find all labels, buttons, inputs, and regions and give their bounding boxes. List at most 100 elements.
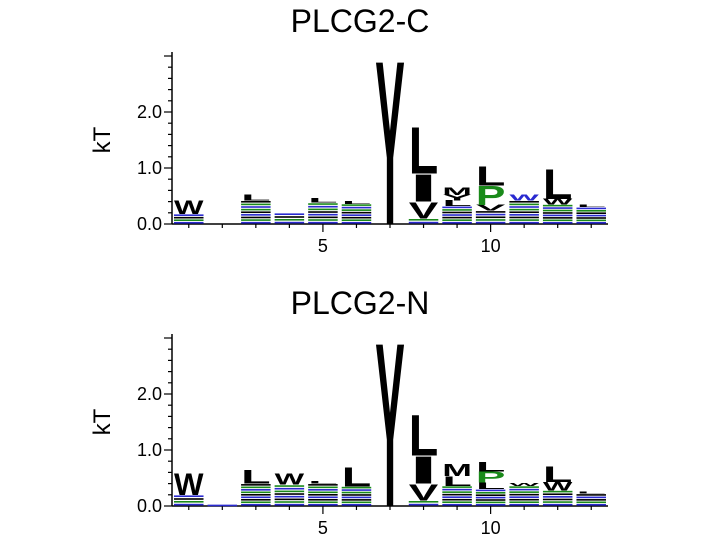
- residual-stripe: [408, 221, 439, 224]
- residual-stripe: [442, 486, 472, 488]
- residual-stripe: [542, 204, 573, 207]
- residual-stripe: [509, 203, 539, 206]
- logo-letter: W: [275, 471, 305, 488]
- residual-stripe: [509, 486, 539, 488]
- logo-column: L: [341, 200, 372, 224]
- y-axis-label: kT: [89, 408, 116, 435]
- residual-stripe: [509, 498, 539, 501]
- residual-stripe: [475, 504, 506, 506]
- residual-stripe: [475, 501, 506, 504]
- logo-column: W: [274, 471, 305, 506]
- residual-stripe: [341, 206, 372, 209]
- residual-stripe: [442, 206, 472, 209]
- residual-stripe: [241, 200, 271, 203]
- residual-stripe: [475, 494, 506, 496]
- residual-stripe: [341, 216, 372, 219]
- logo-letter: I: [409, 166, 439, 210]
- residual-stripe: [442, 496, 472, 498]
- residual-stripe: [576, 499, 606, 501]
- panel-title: PLCG2-C: [291, 3, 430, 39]
- residual-stripe: [509, 206, 539, 208]
- residual-stripe: [576, 501, 606, 504]
- residual-stripe: [274, 219, 305, 221]
- logo-letter: W: [509, 193, 539, 202]
- residual-stripe: [341, 494, 372, 496]
- residual-stripe: [241, 206, 271, 208]
- residual-stripe: [241, 503, 271, 506]
- residual-stripe: [442, 493, 472, 496]
- residual-stripe: [174, 216, 204, 219]
- residual-stripe: [542, 493, 573, 496]
- residual-stripe: [542, 503, 573, 506]
- residual-stripe: [408, 503, 439, 506]
- residual-stripe: [308, 205, 338, 208]
- residual-stripe: [174, 495, 204, 497]
- residual-stripe: [475, 219, 506, 221]
- logo-letter: L: [342, 462, 372, 493]
- residual-stripe: [308, 491, 338, 494]
- residual-stripe: [341, 221, 372, 224]
- logo-letter: L: [476, 459, 506, 475]
- residual-stripe: [341, 491, 372, 494]
- residual-stripe: [475, 221, 506, 224]
- logo-column: [207, 504, 238, 507]
- logo-letter: I: [409, 448, 439, 492]
- logo-letter: Y: [375, 293, 405, 540]
- logo-letter: L: [308, 197, 338, 204]
- residual-stripe: [475, 499, 506, 501]
- logo-column: LPL: [475, 459, 506, 506]
- x-tick-label: 5: [318, 236, 328, 256]
- residual-stripe: [341, 489, 372, 491]
- logo-letter: M: [442, 460, 472, 479]
- logo-letter: L: [576, 492, 606, 495]
- residual-stripe: [174, 498, 204, 500]
- residual-stripe: [308, 208, 338, 211]
- y-tick-label: 0.0: [137, 496, 162, 516]
- residual-stripe: [576, 210, 606, 212]
- logo-letter: P: [476, 469, 506, 486]
- residual-stripe: [475, 492, 506, 494]
- logo-column: L: [308, 197, 338, 224]
- residual-stripe: [475, 496, 506, 499]
- y-tick-label: 1.0: [137, 440, 162, 460]
- logo-letter: L: [576, 204, 605, 208]
- residual-stripe: [442, 491, 472, 493]
- residual-stripe: [576, 496, 606, 499]
- residual-stripe: [241, 501, 271, 504]
- residual-stripe: [408, 219, 439, 221]
- residual-stripe: [241, 489, 271, 491]
- residual-stripe: [341, 496, 372, 499]
- y-tick-label: 2.0: [137, 384, 162, 404]
- residual-stripe: [509, 493, 539, 496]
- logo-column: L: [576, 204, 606, 224]
- residual-stripe: [442, 211, 472, 214]
- residual-stripe: [509, 491, 539, 493]
- residual-stripe: [509, 219, 539, 221]
- residual-stripe: [341, 219, 372, 222]
- residual-stripe: [442, 221, 472, 224]
- residual-stripe: [308, 501, 338, 504]
- residual-stripe: [274, 485, 305, 487]
- residual-stripe: [274, 493, 305, 495]
- residual-stripe: [274, 498, 305, 501]
- residual-stripe: [308, 203, 338, 205]
- logo-column: L: [308, 480, 338, 506]
- residual-stripe: [241, 211, 271, 214]
- logo-letter: Y: [375, 11, 405, 274]
- residual-stripe: [308, 489, 338, 491]
- residual-stripe: [442, 214, 472, 216]
- residual-stripe: [308, 221, 338, 224]
- residual-stripe: [341, 501, 372, 504]
- residual-stripe: [308, 494, 338, 496]
- x-tick-label: 5: [318, 518, 328, 538]
- residual-stripe: [241, 494, 271, 496]
- residual-stripe: [241, 219, 271, 221]
- logo-letter: L: [543, 462, 573, 487]
- residual-stripe: [542, 490, 573, 493]
- logo-column: L: [576, 492, 606, 506]
- residual-stripe: [542, 219, 573, 222]
- logo-letter: W: [174, 467, 204, 502]
- residual-stripe: [274, 503, 305, 506]
